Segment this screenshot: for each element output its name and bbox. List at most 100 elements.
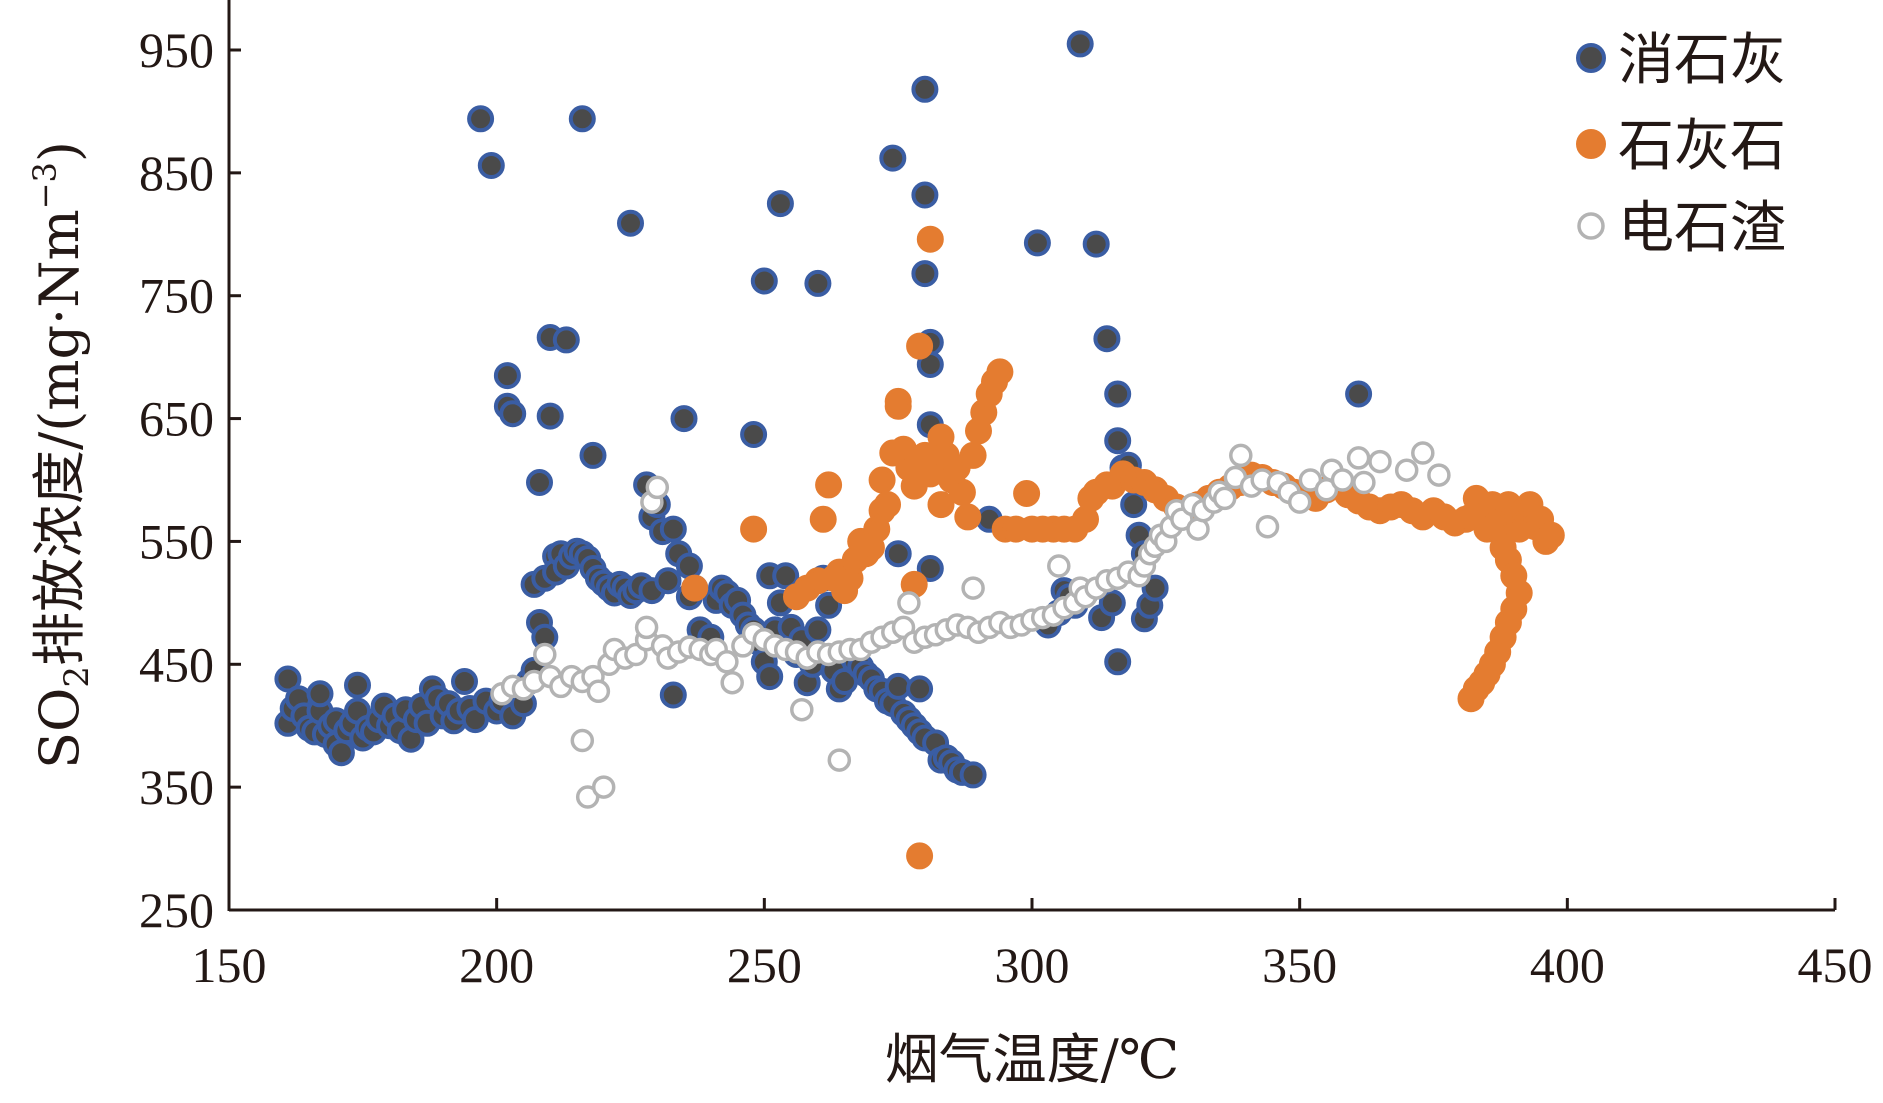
x-axis-title: 烟气温度/℃ — [885, 1028, 1180, 1091]
data-point — [715, 650, 739, 674]
data-point — [720, 670, 744, 695]
y-axis-title-prefix: SO — [28, 688, 91, 769]
data-point — [552, 326, 580, 354]
data-point — [959, 761, 987, 789]
y-axis-title-main: 排放浓度/(mg·Nm — [28, 209, 91, 666]
data-point — [1120, 491, 1148, 519]
legend-label-carbide-slag: 电石渣 — [1618, 196, 1786, 261]
data-point — [499, 400, 527, 428]
x-tick-label: 350 — [1262, 937, 1337, 993]
data-point — [1066, 30, 1094, 58]
data-point — [884, 540, 912, 568]
data-point — [772, 562, 800, 590]
data-point — [1427, 463, 1451, 487]
data-point — [879, 144, 907, 172]
y-axis-title: SO2排放浓度/(mg·Nm−3) — [26, 141, 97, 769]
data-point — [1229, 443, 1253, 468]
data-point — [536, 402, 564, 430]
data-point — [897, 591, 921, 615]
data-point — [986, 358, 1014, 386]
y-tick-label: 950 — [139, 22, 214, 78]
y-ticks: 250 350 450 550 650 750 850 950 — [139, 22, 241, 938]
data-point — [681, 574, 709, 602]
data-point — [467, 105, 495, 133]
data-point — [1345, 380, 1373, 408]
series-2 — [490, 441, 1451, 809]
data-point — [906, 332, 934, 360]
data-point — [1141, 574, 1169, 602]
y-tick-label: 750 — [139, 268, 214, 324]
data-point — [1330, 468, 1355, 492]
y-axis-title-superscript: −3 — [26, 162, 64, 209]
data-point — [1287, 490, 1312, 514]
data-point — [344, 671, 371, 699]
data-point — [954, 503, 982, 531]
legend-label-slaked-lime: 消石灰 — [1618, 28, 1786, 93]
data-point — [306, 680, 334, 708]
y-tick-label: 450 — [139, 636, 214, 692]
data-point — [570, 728, 595, 753]
data-point — [740, 421, 768, 448]
y-tick-label: 850 — [139, 145, 214, 201]
data-point — [493, 362, 521, 390]
data-point — [1212, 486, 1237, 511]
data-point — [477, 152, 505, 179]
y-tick-label: 250 — [139, 882, 214, 938]
legend-marker-slaked-lime — [1576, 43, 1606, 73]
y-tick-label: 350 — [139, 759, 214, 815]
legend-marker-limestone — [1576, 129, 1606, 159]
data-point — [659, 681, 687, 709]
data-point — [790, 697, 814, 722]
data-point — [815, 591, 843, 619]
data-point — [617, 209, 644, 237]
data-point — [916, 225, 944, 253]
x-tick-label: 200 — [459, 937, 534, 993]
data-point — [451, 668, 478, 695]
data-point — [1411, 441, 1435, 465]
data-point — [327, 739, 355, 767]
data-point — [1255, 514, 1280, 539]
data-point — [634, 615, 659, 640]
data-point — [1013, 480, 1041, 507]
data-point — [815, 471, 843, 499]
legend-item-limestone: 石灰石 — [1576, 114, 1786, 179]
data-point — [533, 642, 557, 667]
data-point — [911, 260, 939, 288]
x-tick-label: 150 — [192, 937, 267, 993]
data-point — [579, 441, 607, 469]
data-point — [1047, 554, 1071, 578]
data-point — [750, 267, 778, 295]
data-point — [1352, 470, 1376, 495]
data-point — [911, 75, 939, 103]
x-ticks: 150 200 250 300 350 400 450 — [192, 898, 1873, 993]
legend-item-carbide-slag: 电石渣 — [1577, 196, 1786, 261]
data-points — [274, 30, 1565, 870]
legend-item-slaked-lime: 消石灰 — [1576, 28, 1786, 93]
data-point — [659, 515, 687, 543]
y-axis-title-suffix: ) — [28, 141, 91, 162]
data-point — [645, 475, 670, 500]
data-point — [1104, 380, 1132, 408]
data-point — [1082, 230, 1110, 258]
data-point — [766, 190, 794, 218]
data-point — [1368, 449, 1392, 474]
data-point — [756, 663, 784, 691]
data-point — [1394, 458, 1419, 482]
data-point — [911, 181, 939, 209]
data-point — [1457, 685, 1485, 713]
y-tick-label: 650 — [139, 391, 214, 447]
data-point — [884, 672, 912, 700]
data-point — [654, 567, 682, 595]
data-point — [959, 441, 987, 469]
data-point — [675, 552, 703, 580]
data-point — [874, 491, 901, 519]
x-tick-label: 400 — [1530, 937, 1605, 993]
data-point — [884, 392, 912, 420]
series-0 — [274, 30, 1373, 789]
x-tick-label: 450 — [1798, 937, 1873, 993]
data-point — [1093, 325, 1121, 353]
data-point — [916, 555, 944, 582]
data-point — [906, 842, 934, 870]
data-point — [804, 616, 832, 644]
